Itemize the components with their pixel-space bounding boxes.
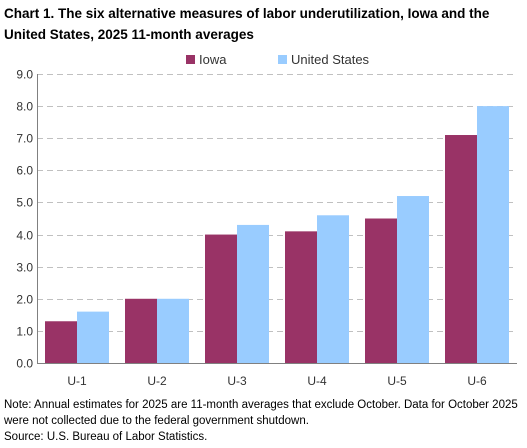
bar-united-states-u-4 (317, 215, 349, 363)
y-tick-label: 6.0 (16, 164, 33, 178)
y-tick-label: 4.0 (16, 229, 33, 243)
bar-united-states-u-2 (157, 298, 189, 363)
bar-united-states-u-6 (477, 106, 509, 363)
y-tick-label: 0.0 (16, 357, 33, 371)
x-tick-label: U-3 (227, 374, 247, 388)
legend-label-iowa: Iowa (199, 52, 227, 67)
bar-united-states-u-5 (397, 196, 429, 363)
bar-united-states-u-3 (237, 224, 269, 363)
y-tick-label: 2.0 (16, 293, 33, 307)
chart-source: Source: U.S. Bureau of Labor Statistics. (4, 431, 208, 443)
bar-iowa-u-3 (205, 234, 237, 363)
y-tick-label: 5.0 (16, 196, 33, 210)
x-tick-label: U-6 (467, 374, 487, 388)
y-tick-label: 8.0 (16, 100, 33, 114)
bar-iowa-u-6 (445, 135, 477, 363)
bar-united-states-u-1 (77, 311, 109, 363)
y-tick-label: 7.0 (16, 132, 33, 146)
y-tick-label: 9.0 (16, 68, 33, 82)
x-tick-label: U-5 (387, 374, 407, 388)
legend-swatch-united-states (278, 55, 287, 64)
chart-note: Note: Annual estimates for 2025 are 11-m… (4, 399, 518, 427)
x-tick-label: U-1 (67, 374, 87, 388)
bar-iowa-u-4 (285, 231, 317, 363)
legend-swatch-iowa (186, 55, 195, 64)
bar-iowa-u-5 (365, 218, 397, 363)
x-tick-label: U-2 (147, 374, 167, 388)
x-tick-label: U-4 (307, 374, 327, 388)
chart-title: Chart 1. The six alternative measures of… (4, 6, 490, 42)
bar-iowa-u-2 (125, 298, 157, 363)
y-tick-label: 3.0 (16, 261, 33, 275)
legend-label-united-states: United States (291, 52, 370, 67)
bar-iowa-u-1 (45, 321, 77, 363)
y-tick-label: 1.0 (16, 325, 33, 339)
